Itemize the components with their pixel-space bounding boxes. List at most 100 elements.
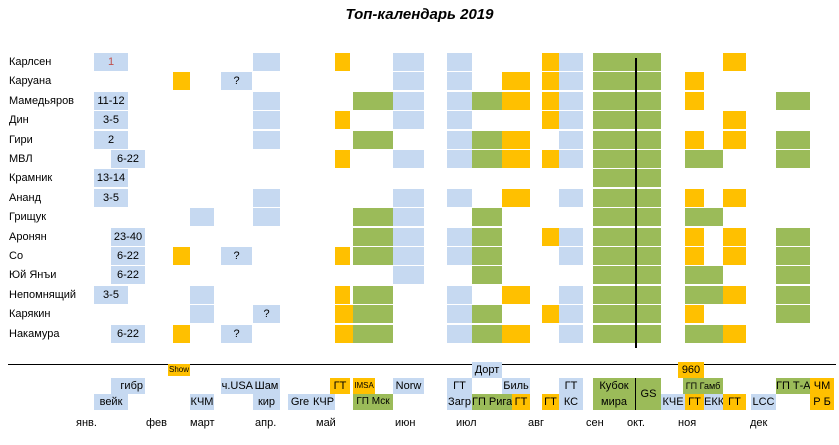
calendar-cell bbox=[685, 266, 723, 285]
calendar-cell bbox=[502, 188, 530, 207]
calendar-cell bbox=[472, 227, 502, 246]
month-label: дек bbox=[750, 417, 768, 429]
event-gre: Gre bbox=[288, 394, 312, 410]
calendar-cell bbox=[593, 247, 661, 265]
calendar-cell bbox=[542, 53, 559, 71]
calendar-cell bbox=[335, 53, 350, 71]
calendar-cell bbox=[593, 169, 661, 188]
calendar-cell bbox=[353, 91, 393, 110]
calendar-cell bbox=[776, 305, 810, 324]
calendar-cell bbox=[542, 305, 559, 324]
calendar-cell bbox=[393, 111, 424, 130]
player-name: Карякин bbox=[9, 308, 51, 321]
calendar-cell bbox=[685, 247, 704, 265]
calendar-cell bbox=[393, 247, 424, 265]
month-label: окт. bbox=[627, 417, 645, 429]
calendar-cell bbox=[190, 208, 214, 227]
calendar-cell bbox=[685, 72, 704, 91]
event-gt-nov2: ГТ bbox=[723, 394, 746, 410]
calendar-cell bbox=[335, 247, 350, 265]
month-label: фев bbox=[146, 417, 168, 429]
calendar-cell bbox=[335, 285, 350, 304]
player-name: Накамура bbox=[9, 327, 60, 340]
event-kubok: Кубок bbox=[593, 378, 635, 394]
month-label: янв. bbox=[76, 417, 97, 429]
calendar-cell bbox=[253, 53, 280, 71]
calendar-cell bbox=[335, 150, 350, 168]
calendar-cell bbox=[502, 285, 530, 304]
calendar-cell bbox=[559, 111, 583, 130]
calendar-cell bbox=[353, 227, 393, 246]
calendar-cell bbox=[685, 305, 704, 324]
calendar-cell bbox=[723, 130, 746, 149]
month-label: июл bbox=[456, 417, 477, 429]
calendar-cell bbox=[559, 53, 583, 71]
calendar-cell bbox=[447, 324, 472, 343]
event-kche: КЧЕ bbox=[661, 394, 685, 410]
calendar-cell bbox=[335, 305, 353, 324]
calendar-cell bbox=[559, 72, 583, 91]
player-name: Юй Янъи bbox=[9, 269, 57, 282]
calendar-cell bbox=[685, 227, 704, 246]
calendar-cell bbox=[559, 130, 583, 149]
calendar-cell bbox=[447, 188, 472, 207]
calendar-cell bbox=[776, 285, 810, 304]
calendar-cell bbox=[542, 72, 559, 91]
calendar-cell bbox=[776, 266, 810, 285]
calendar-cell bbox=[502, 91, 530, 110]
calendar-cell: 1 bbox=[94, 53, 128, 71]
calendar-cell bbox=[353, 208, 393, 227]
calendar-cell bbox=[685, 91, 704, 110]
calendar-cell bbox=[472, 208, 502, 227]
calendar-cell bbox=[393, 227, 424, 246]
calendar-cell bbox=[776, 247, 810, 265]
event-dort: Дорт bbox=[472, 362, 502, 378]
calendar-cell bbox=[393, 72, 424, 91]
player-name: Каруана bbox=[9, 75, 52, 88]
calendar-cell bbox=[253, 111, 280, 130]
calendar-cell bbox=[593, 208, 661, 227]
month-label: сен bbox=[586, 417, 604, 429]
calendar-cell bbox=[593, 150, 661, 168]
calendar-cell: 3-5 bbox=[94, 188, 128, 207]
calendar-cell bbox=[542, 111, 559, 130]
calendar-cell bbox=[723, 247, 746, 265]
calendar-cell: 13-14 bbox=[94, 169, 128, 188]
calendar-cell: ? bbox=[221, 247, 252, 265]
calendar-cell bbox=[542, 91, 559, 110]
event-kchr: КЧР bbox=[312, 394, 335, 410]
calendar-cell: ? bbox=[221, 72, 252, 91]
player-name: Со bbox=[9, 250, 24, 262]
month-label: март bbox=[190, 417, 215, 429]
player-name: Непомнящий bbox=[9, 288, 77, 301]
player-name: МВЛ bbox=[9, 153, 33, 165]
calendar-cell: 6-22 bbox=[111, 266, 145, 285]
calendar-cell bbox=[542, 227, 559, 246]
calendar-cell bbox=[502, 72, 530, 91]
calendar-cell bbox=[559, 150, 583, 168]
calendar-cell bbox=[776, 91, 810, 110]
event-gp-gamb: ГП Гамб bbox=[683, 378, 723, 394]
calendar-cell bbox=[559, 227, 583, 246]
calendar-cell bbox=[723, 285, 746, 304]
calendar-cell: 3-5 bbox=[94, 111, 128, 130]
calendar-cell: 6-22 bbox=[111, 150, 145, 168]
calendar-cell bbox=[502, 130, 530, 149]
calendar-cell bbox=[593, 305, 661, 324]
calendar-cell bbox=[723, 111, 746, 130]
event-sham: Шам bbox=[253, 378, 280, 394]
calendar-cell bbox=[559, 285, 583, 304]
calendar-cell bbox=[559, 188, 583, 207]
calendar-cell bbox=[559, 247, 583, 265]
calendar-cell bbox=[559, 305, 583, 324]
event-gp-ta: ГП Т-А bbox=[776, 378, 811, 394]
calendar-cell bbox=[447, 130, 472, 149]
event-gt-jul: ГТ bbox=[512, 394, 530, 410]
calendar-cell bbox=[685, 188, 704, 207]
calendar-cell bbox=[393, 266, 424, 285]
calendar-cell bbox=[723, 227, 746, 246]
month-label: май bbox=[316, 417, 336, 429]
event-gibr: гибр bbox=[111, 378, 145, 394]
calendar-cell bbox=[776, 150, 810, 168]
event-gt-nov1: ГТ bbox=[685, 394, 704, 410]
